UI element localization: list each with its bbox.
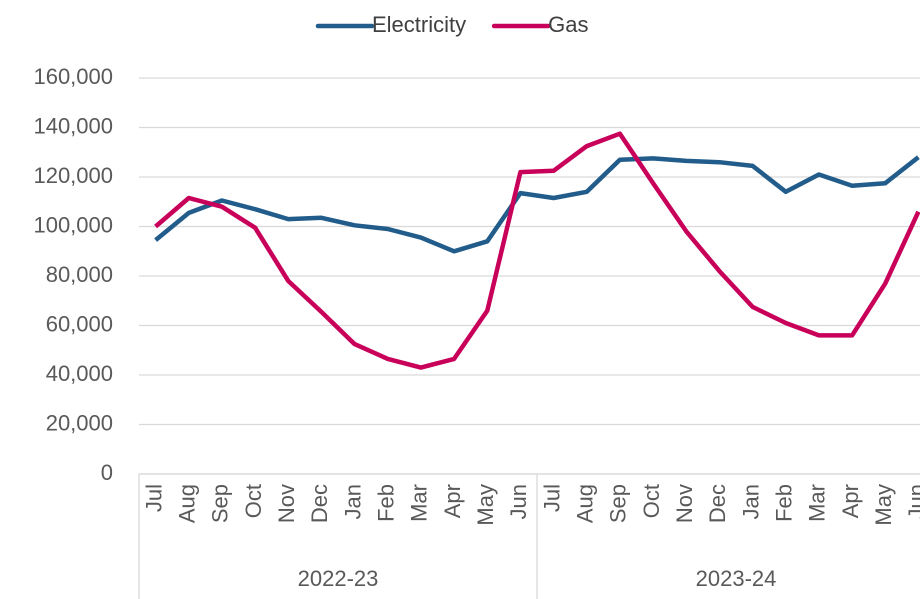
x-tick-label: Jul xyxy=(539,484,564,512)
x-tick-label: Apr xyxy=(838,484,863,518)
x-tick-label: Nov xyxy=(672,484,697,523)
x-tick-label: Dec xyxy=(705,484,730,523)
x-tick-label: Mar xyxy=(407,484,432,522)
x-tick-label: May xyxy=(473,484,498,526)
x-tick-label: Jan xyxy=(738,484,763,519)
x-tick-label: Nov xyxy=(274,484,299,523)
series-line xyxy=(154,131,920,370)
y-tick-label: 40,000 xyxy=(46,361,113,386)
group-label: 2022-23 xyxy=(298,566,379,591)
x-tick-label: Sep xyxy=(606,484,631,523)
x-tick-label: Dec xyxy=(307,484,332,523)
y-tick-label: 80,000 xyxy=(46,262,113,287)
legend-label: Electricity xyxy=(372,12,466,37)
legend: Electricity Gas xyxy=(315,12,588,37)
group-label: 2023-24 xyxy=(696,566,777,591)
y-tick-label: 60,000 xyxy=(46,311,113,336)
x-tick-label: Jun xyxy=(904,484,920,519)
x-tick-label: Oct xyxy=(639,484,664,518)
y-tick-label: 120,000 xyxy=(33,163,113,188)
x-tick-label: Jan xyxy=(340,484,365,519)
legend-label: Gas xyxy=(548,12,588,37)
x-tick-label: Feb xyxy=(374,484,399,522)
x-tick-label: Aug xyxy=(175,484,200,523)
x-tick-label: Jun xyxy=(506,484,531,519)
x-tick-label: May xyxy=(871,484,896,526)
y-tick-label: 0 xyxy=(101,460,113,485)
y-tick-label: 160,000 xyxy=(33,64,113,89)
x-tick-label: Jul xyxy=(141,484,166,512)
x-tick-label: Oct xyxy=(241,484,266,518)
x-tick-label: Mar xyxy=(805,484,830,522)
x-tick-label: Apr xyxy=(440,484,465,518)
y-tick-label: 100,000 xyxy=(33,212,113,237)
series-line xyxy=(154,155,920,254)
y-tick-label: 20,000 xyxy=(46,410,113,435)
x-tick-label: Feb xyxy=(772,484,797,522)
x-tick-label: Aug xyxy=(573,484,598,523)
y-tick-label: 140,000 xyxy=(33,113,113,138)
x-tick-label: Sep xyxy=(208,484,233,523)
